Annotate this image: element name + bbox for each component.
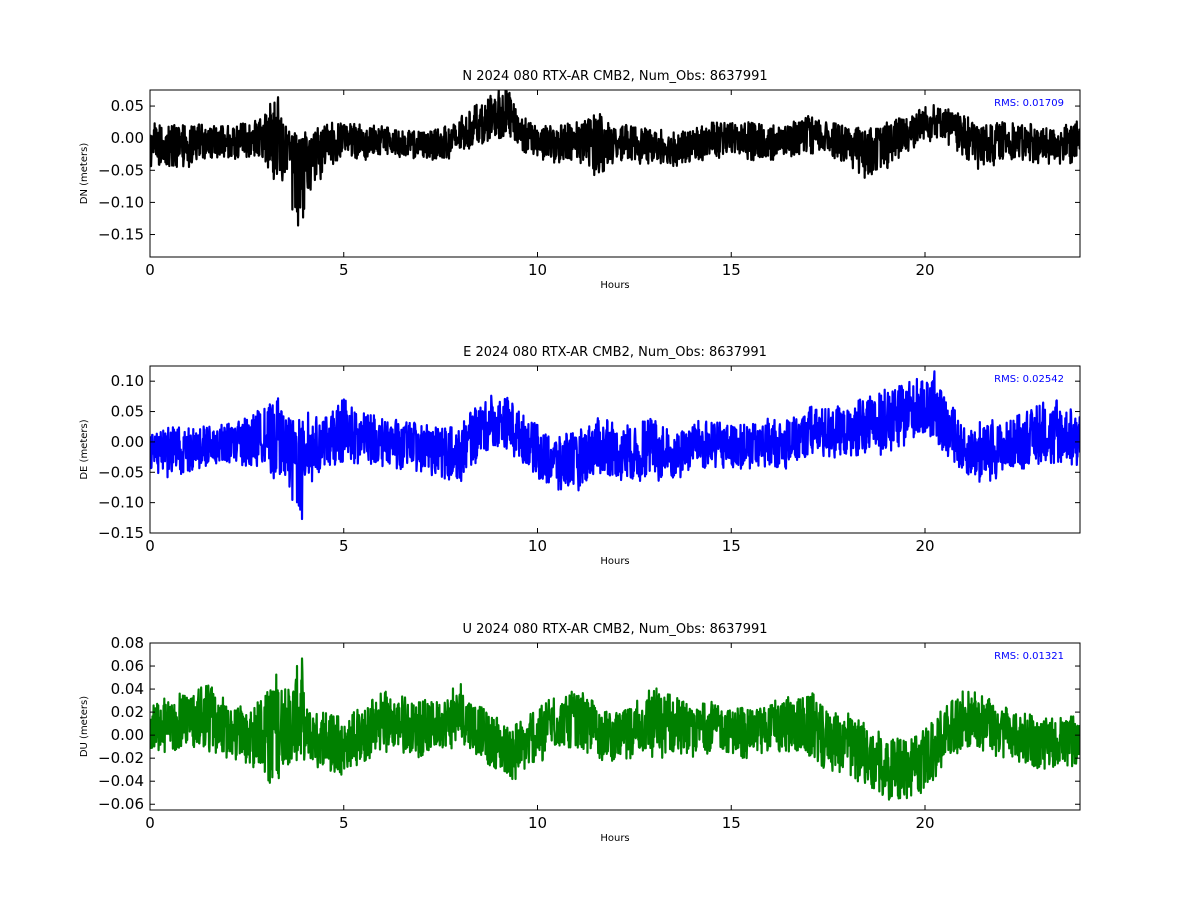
series-line-1-0	[150, 370, 1080, 521]
rms-annotation: RMS: 0.02542	[994, 374, 1064, 385]
y-tick-label: 0.10	[111, 372, 144, 390]
x-tick-label: 0	[145, 814, 155, 832]
subplot-2: 0 5 10 15 20 0.08 0.06 0.04 0.02 0.00 −0.02 −0.04 −0…	[79, 622, 1081, 844]
x-tick-label: 5	[339, 537, 349, 555]
x-tick-label: 15	[722, 814, 741, 832]
y-tick-label: 0.02	[111, 703, 144, 721]
x-tick-label: 20	[915, 537, 934, 555]
chart-title: U 2024 080 RTX-AR CMB2, Num_Obs: 8637991	[462, 622, 767, 637]
y-tick-label: −0.05	[98, 463, 144, 481]
y-tick-label: 0.05	[111, 97, 144, 115]
x-axis-label: Hours	[600, 833, 629, 844]
x-tick-label: 10	[528, 261, 547, 279]
y-tick-label: −0.15	[98, 226, 144, 244]
y-tick-label: 0.00	[111, 726, 144, 744]
chart-title: N 2024 080 RTX-AR CMB2, Num_Obs: 8637991	[462, 69, 767, 84]
y-tick-label: 0.05	[111, 403, 144, 421]
x-tick-label: 20	[915, 814, 934, 832]
x-tick-label: 10	[528, 537, 547, 555]
rms-annotation: RMS: 0.01321	[994, 651, 1064, 662]
y-tick-label: −0.02	[98, 749, 144, 767]
y-axis-label: DE (meters)	[79, 419, 90, 479]
y-tick-label: −0.15	[98, 524, 144, 542]
x-tick-label: 15	[722, 537, 741, 555]
chart-title: E 2024 080 RTX-AR CMB2, Num_Obs: 8637991	[463, 345, 767, 360]
subplot-0: 0 5 10 15 20 0.05 0.00 −0.05 −0.10 −0.15 N 2024 08…	[79, 69, 1081, 291]
y-tick-label: −0.04	[98, 772, 144, 790]
y-tick-label: −0.10	[98, 193, 144, 211]
x-axis-label: Hours	[600, 280, 629, 291]
y-axis-label: DN (meters)	[79, 143, 90, 205]
axes-frame	[149, 365, 1081, 534]
subplot-1: 0 5 10 15 20 0.10 0.05 0.00 −0.05 −0.10 −0.15 E 202…	[79, 345, 1081, 567]
x-axis-label: Hours	[600, 556, 629, 567]
x-tick-label: 5	[339, 814, 349, 832]
x-tick-label: 0	[145, 537, 155, 555]
y-tick-label: 0.00	[111, 433, 144, 451]
x-tick-label: 0	[145, 261, 155, 279]
y-tick-label: −0.05	[98, 161, 144, 179]
series-line-2-0	[150, 657, 1080, 801]
y-tick-label: −0.06	[98, 795, 144, 813]
axes-frame	[149, 642, 1081, 811]
y-axis-label: DU (meters)	[79, 696, 90, 757]
axes-frame	[149, 89, 1081, 258]
y-tick-label: 0.06	[111, 657, 144, 675]
y-tick-label: 0.04	[111, 680, 144, 698]
rms-annotation: RMS: 0.01709	[994, 98, 1064, 109]
x-tick-label: 20	[915, 261, 934, 279]
series-line-0-0	[150, 90, 1080, 227]
y-tick-label: 0.00	[111, 129, 144, 147]
x-tick-label: 15	[722, 261, 741, 279]
x-tick-label: 10	[528, 814, 547, 832]
y-tick-label: −0.10	[98, 494, 144, 512]
y-tick-label: 0.08	[111, 634, 144, 652]
x-tick-label: 5	[339, 261, 349, 279]
